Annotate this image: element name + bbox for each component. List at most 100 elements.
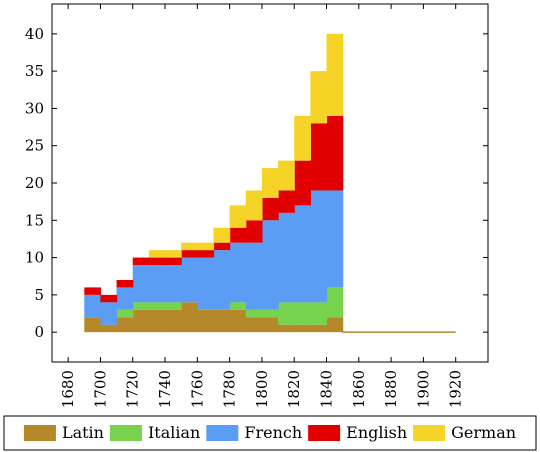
y-tick-label: 20 <box>25 174 44 192</box>
legend-label-italian: Italian <box>148 423 200 442</box>
area-english-segment <box>213 242 231 251</box>
area-german-segment <box>181 242 198 251</box>
area-german-segment <box>165 250 182 258</box>
area-italian-segment <box>245 309 263 318</box>
area-english-segment <box>181 250 198 258</box>
y-tick-label: 15 <box>25 211 44 229</box>
area-english-segment <box>310 123 328 191</box>
x-tick-label: 1780 <box>221 370 239 408</box>
area-german-segment <box>261 168 279 198</box>
area-italian-segment <box>165 302 182 310</box>
x-tick-label: 1860 <box>350 370 368 408</box>
area-french-segment <box>213 250 231 310</box>
area-latin-segment <box>261 317 279 333</box>
area-italian-segment <box>310 302 328 325</box>
area-italian-segment <box>294 302 311 325</box>
x-tick-label: 1680 <box>59 370 77 408</box>
area-latin-segment <box>148 309 166 333</box>
area-latin-segment <box>278 324 295 333</box>
area-french-segment <box>181 257 198 303</box>
legend-swatch-english <box>308 425 341 441</box>
legend-swatch-french <box>206 425 239 441</box>
x-tick-label: 1740 <box>156 370 174 408</box>
area-french-segment <box>326 190 344 288</box>
area-english-segment <box>84 287 102 295</box>
x-tick-label: 1820 <box>285 370 303 408</box>
area-latin-segment <box>181 302 198 333</box>
area-latin-segment <box>326 317 344 333</box>
y-axis: 0 5 10 15 20 25 30 35 40 <box>25 25 488 341</box>
y-tick-label: 30 <box>25 99 44 117</box>
area-latin-segment <box>100 324 118 333</box>
y-tick-label: 5 <box>34 286 44 304</box>
area-german-segment <box>326 33 344 116</box>
legend-label-english: English <box>346 423 407 442</box>
area-german-segment <box>310 71 328 124</box>
legend-label-german: German <box>451 423 516 442</box>
area-french-segment <box>165 265 182 303</box>
area-french-segment <box>261 220 279 310</box>
x-tick-label: 1920 <box>447 370 465 408</box>
area-latin-segment <box>310 324 328 333</box>
area-latin-segment <box>229 309 247 333</box>
area-latin-segment <box>294 324 311 333</box>
legend-label-latin: Latin <box>62 423 104 442</box>
area-german-segment <box>197 242 215 251</box>
area-german-segment <box>294 115 311 161</box>
area-english-segment <box>116 279 134 288</box>
area-german-segment <box>213 227 231 243</box>
x-tick-label: 1700 <box>91 370 109 408</box>
area-english-segment <box>294 160 311 206</box>
legend-swatch-german <box>413 425 446 441</box>
area-italian-segment <box>148 302 166 310</box>
area-latin-segment <box>245 317 263 333</box>
y-tick-label: 40 <box>25 25 44 43</box>
area-french-segment <box>294 205 311 303</box>
area-french-segment <box>148 265 166 303</box>
area-french-segment <box>310 190 328 303</box>
area-latin-segment <box>84 317 102 333</box>
legend-box <box>3 415 537 451</box>
area-english-segment <box>326 115 344 191</box>
area-german-segment <box>148 250 166 258</box>
area-french-segment <box>100 302 118 325</box>
y-tick-label: 35 <box>25 62 44 80</box>
plot-area <box>84 33 456 333</box>
area-french-segment <box>84 294 102 318</box>
area-english-segment <box>100 294 118 303</box>
legend-label-french: French <box>244 423 302 442</box>
area-latin-segment <box>116 317 134 333</box>
area-english-segment <box>245 220 263 243</box>
area-french-segment <box>229 242 247 303</box>
y-tick-label: 0 <box>34 323 44 341</box>
area-italian-segment <box>326 287 344 318</box>
area-italian-segment <box>229 302 247 310</box>
y-tick-label: 25 <box>25 137 44 155</box>
x-tick-label: 1840 <box>318 370 336 408</box>
area-latin-segment <box>197 309 215 333</box>
area-english-segment <box>148 257 166 266</box>
area-german-segment <box>278 160 295 191</box>
area-english-segment <box>278 190 295 213</box>
x-tick-label: 1900 <box>414 370 432 408</box>
x-tick-label: 1720 <box>124 370 142 408</box>
y-tick-label: 10 <box>25 249 44 267</box>
x-tick-label: 1760 <box>188 370 206 408</box>
legend-swatch-latin <box>23 425 56 441</box>
area-italian-segment <box>132 302 150 310</box>
area-latin-segment <box>132 309 150 333</box>
area-english-segment <box>132 257 150 266</box>
area-german-segment <box>229 205 247 228</box>
legend-swatch-italian <box>109 425 142 441</box>
area-english-segment <box>261 197 279 221</box>
area-english-segment <box>229 227 247 243</box>
area-french-segment <box>116 287 134 310</box>
area-french-segment <box>278 212 295 303</box>
area-french-segment <box>245 242 263 310</box>
area-latin-segment <box>165 309 182 333</box>
area-italian-segment <box>116 309 134 318</box>
area-english-segment <box>197 250 215 258</box>
area-latin-segment <box>213 309 231 333</box>
area-french-segment <box>132 265 150 303</box>
x-tick-label: 1800 <box>253 370 271 408</box>
